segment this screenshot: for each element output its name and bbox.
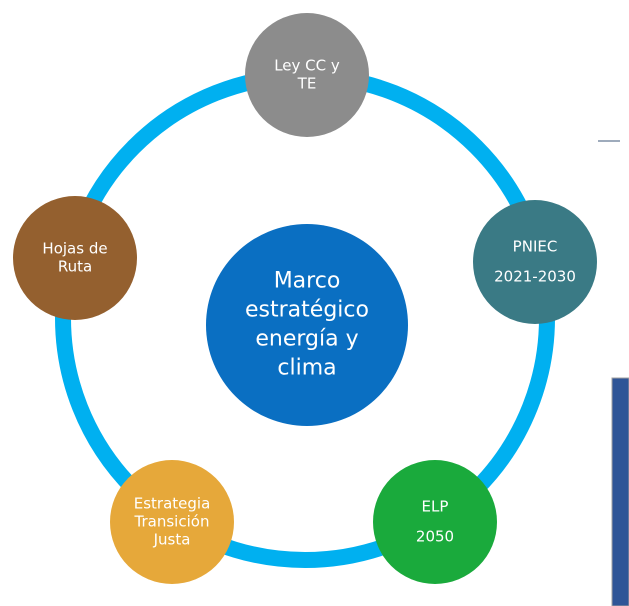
node-label: PNIEC bbox=[513, 238, 558, 256]
node-circle bbox=[110, 460, 234, 584]
center-label: estratégico bbox=[245, 298, 369, 323]
node-label: Ruta bbox=[58, 258, 92, 276]
decor-bar bbox=[611, 377, 629, 606]
center-label: clima bbox=[277, 356, 336, 381]
node-circle bbox=[13, 196, 137, 320]
node-circle bbox=[473, 200, 597, 324]
center-label: Marco bbox=[274, 269, 341, 294]
center-circle bbox=[206, 224, 408, 426]
node-label: 2050 bbox=[416, 528, 454, 546]
node-label: Ley CC y bbox=[274, 57, 340, 75]
node-label: TE bbox=[297, 75, 317, 93]
node-label: Estrategia bbox=[134, 495, 211, 513]
center-label: energía y bbox=[255, 327, 358, 352]
node-label: Justa bbox=[153, 531, 191, 549]
node-circle bbox=[373, 460, 497, 584]
node-label: 2021-2030 bbox=[494, 268, 576, 286]
node-circle bbox=[245, 13, 369, 137]
node-label: ELP bbox=[422, 498, 449, 516]
node-label: Hojas de bbox=[42, 240, 107, 258]
node-label: Transición bbox=[134, 513, 210, 531]
